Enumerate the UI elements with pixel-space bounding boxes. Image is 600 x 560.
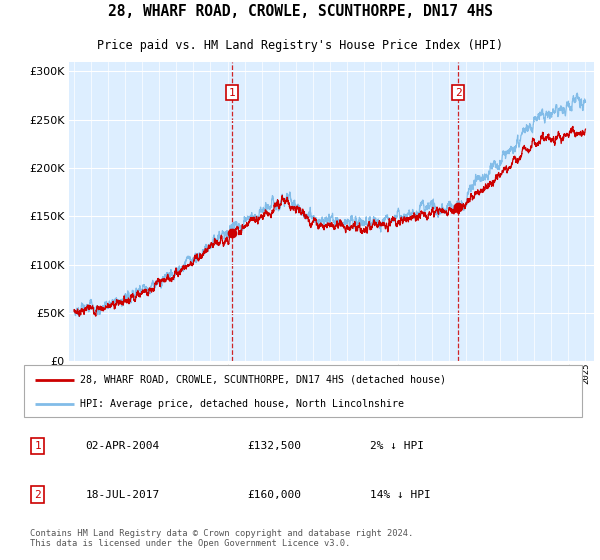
Text: 1: 1 <box>35 441 41 451</box>
Text: 02-APR-2004: 02-APR-2004 <box>85 441 160 451</box>
Text: 2: 2 <box>455 87 461 97</box>
Text: HPI: Average price, detached house, North Lincolnshire: HPI: Average price, detached house, Nort… <box>80 399 404 409</box>
Text: £160,000: £160,000 <box>247 489 301 500</box>
Text: 28, WHARF ROAD, CROWLE, SCUNTHORPE, DN17 4HS: 28, WHARF ROAD, CROWLE, SCUNTHORPE, DN17… <box>107 4 493 19</box>
Text: £132,500: £132,500 <box>247 441 301 451</box>
Text: Contains HM Land Registry data © Crown copyright and database right 2024.
This d: Contains HM Land Registry data © Crown c… <box>29 529 413 548</box>
Text: Price paid vs. HM Land Registry's House Price Index (HPI): Price paid vs. HM Land Registry's House … <box>97 39 503 53</box>
FancyBboxPatch shape <box>24 365 582 417</box>
Text: 18-JUL-2017: 18-JUL-2017 <box>85 489 160 500</box>
Text: 1: 1 <box>229 87 235 97</box>
Text: 2% ↓ HPI: 2% ↓ HPI <box>370 441 424 451</box>
Text: 14% ↓ HPI: 14% ↓ HPI <box>370 489 431 500</box>
Text: 2: 2 <box>35 489 41 500</box>
Text: 28, WHARF ROAD, CROWLE, SCUNTHORPE, DN17 4HS (detached house): 28, WHARF ROAD, CROWLE, SCUNTHORPE, DN17… <box>80 375 446 385</box>
